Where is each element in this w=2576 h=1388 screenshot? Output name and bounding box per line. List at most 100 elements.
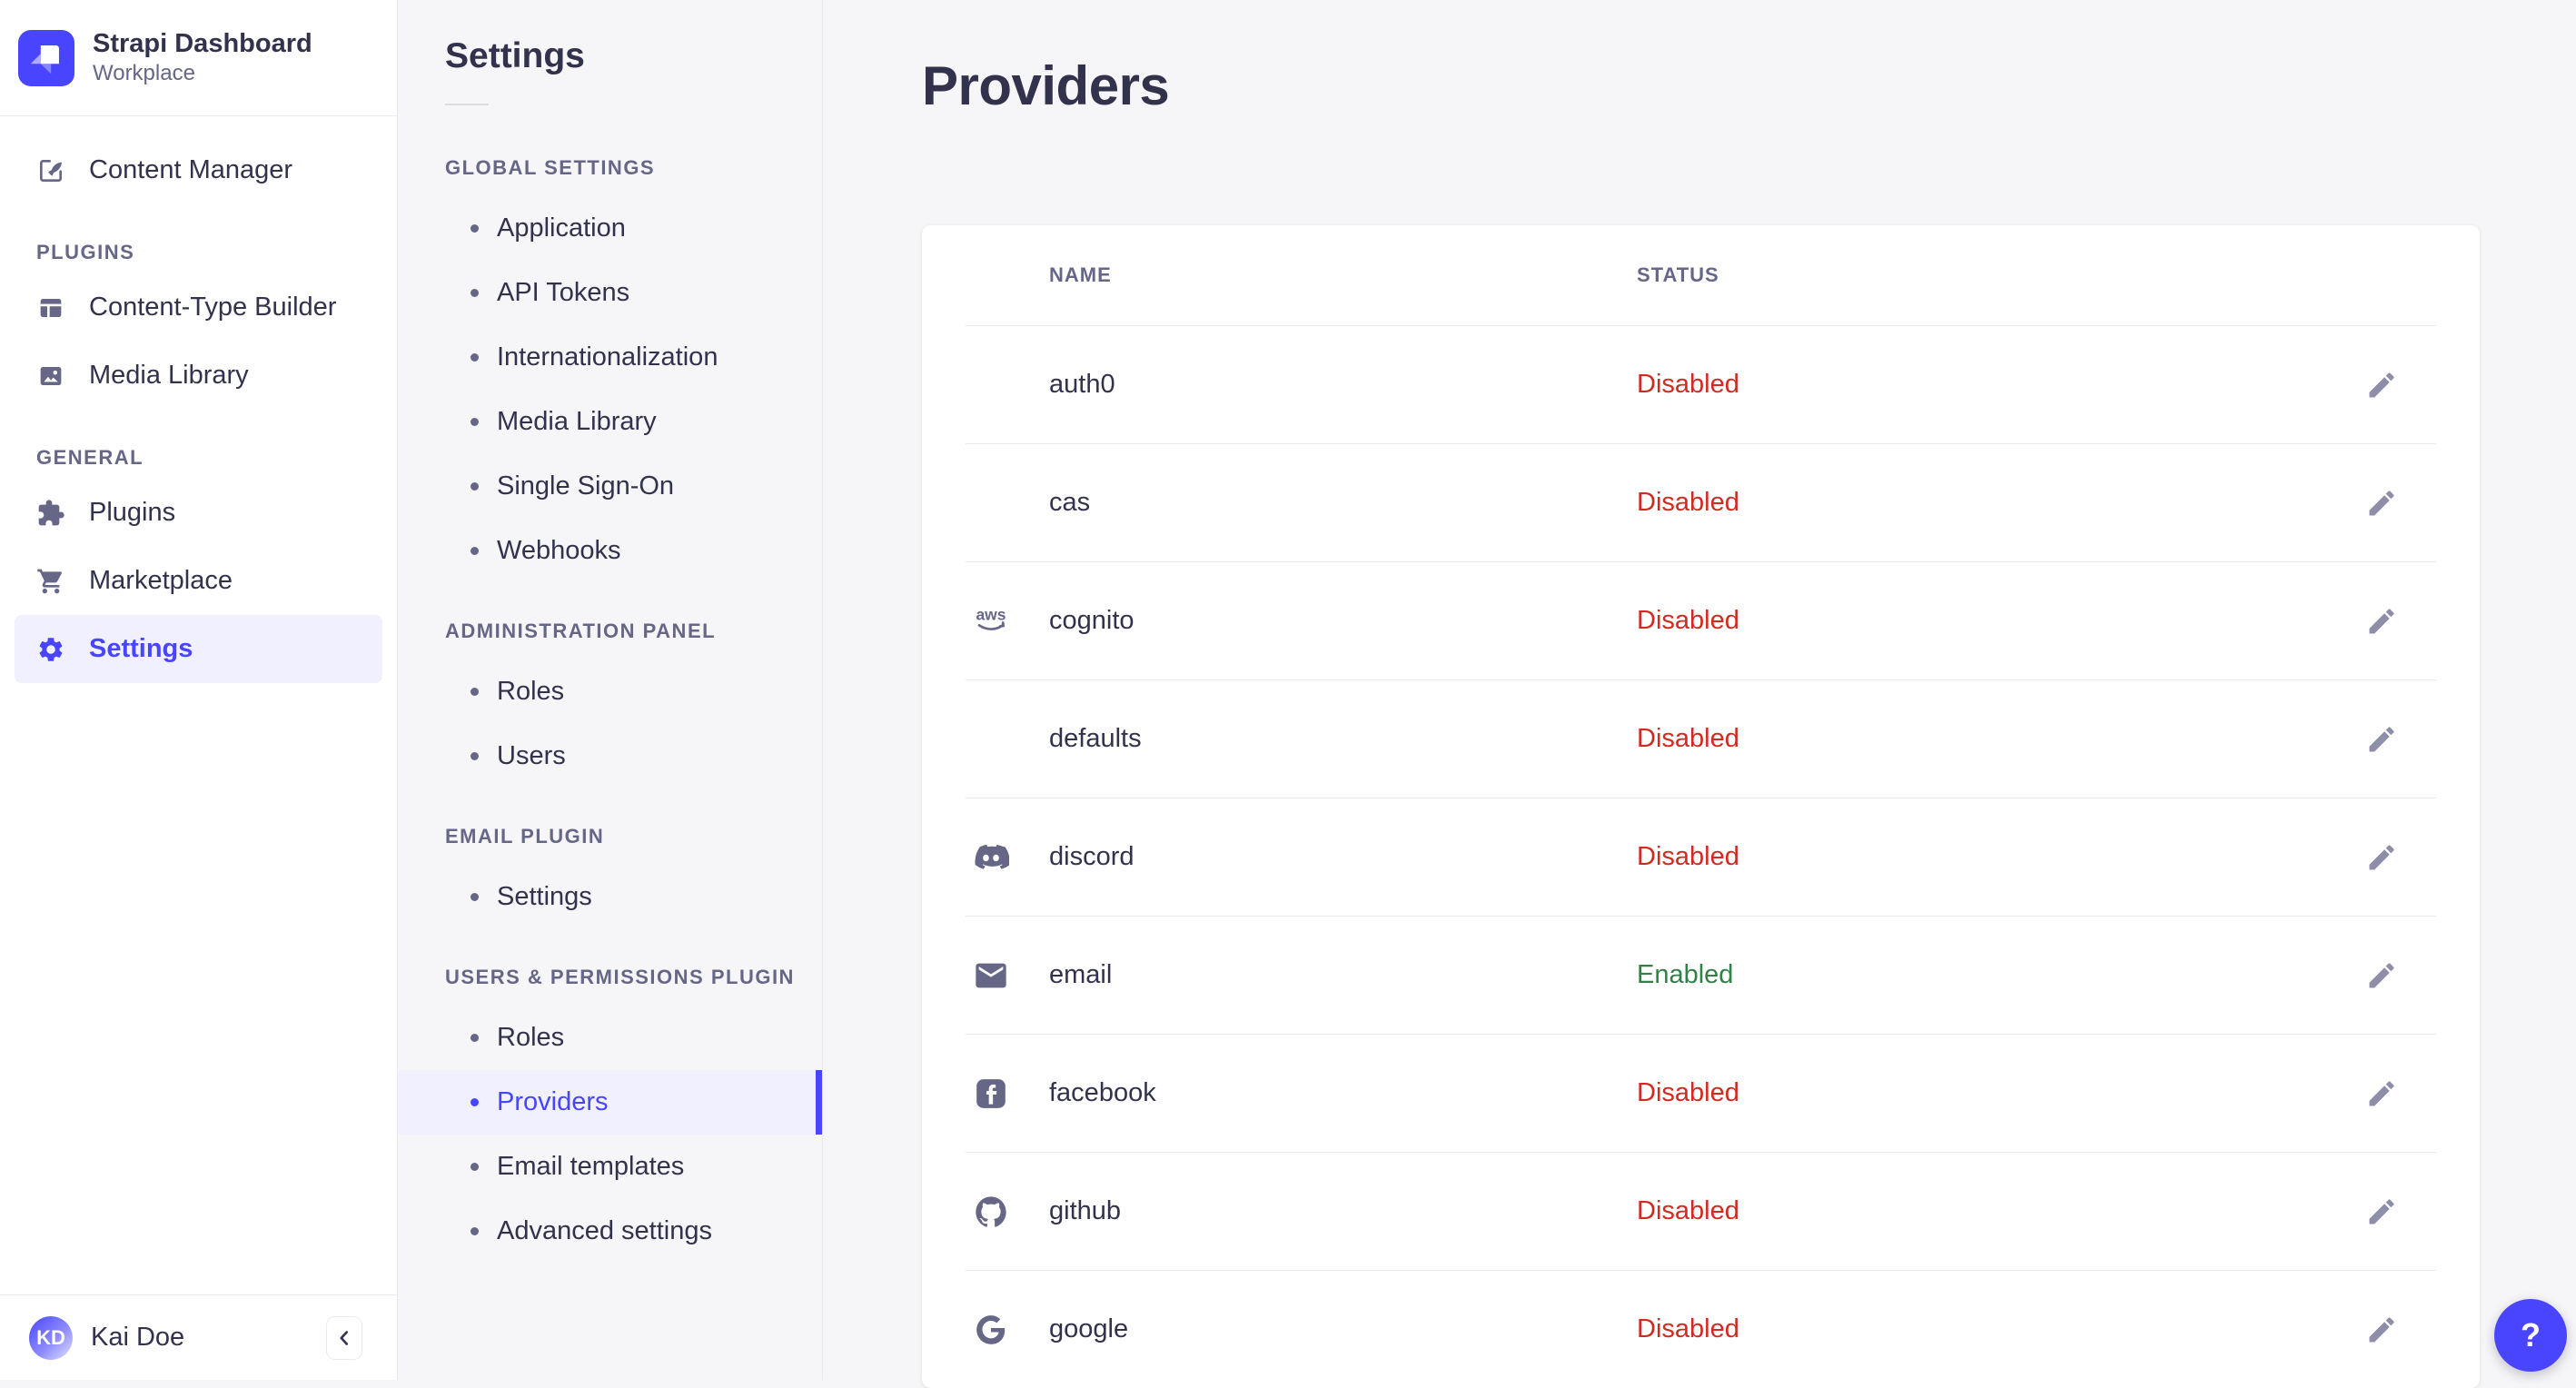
settings-section-header: EMAIL PLUGIN <box>445 825 822 848</box>
edit-provider-button[interactable] <box>2362 483 2402 523</box>
edit-provider-button[interactable] <box>2362 1074 2402 1114</box>
table-row[interactable]: google Disabled <box>966 1270 2436 1388</box>
sidebar-item-marketplace[interactable]: Marketplace <box>15 547 382 615</box>
bullet-icon <box>471 893 479 901</box>
settings-item-webhooks[interactable]: Webhooks <box>398 519 822 583</box>
provider-name: auth0 <box>1049 370 1637 400</box>
settings-item-roles[interactable]: Roles <box>398 659 822 724</box>
bullet-icon <box>471 547 479 555</box>
table-row[interactable]: email Enabled <box>966 916 2436 1034</box>
strapi-logo-icon <box>18 30 74 86</box>
settings-item-label: Application <box>497 213 626 243</box>
provider-status: Disabled <box>1637 370 2327 400</box>
page-title: Providers <box>922 55 2576 118</box>
bullet-icon <box>471 353 479 362</box>
table-row[interactable]: aws cognito Disabled <box>966 561 2436 679</box>
avatar[interactable]: KD <box>29 1316 73 1360</box>
pencil-icon <box>2362 841 2402 874</box>
edit-provider-button[interactable] <box>2362 601 2402 641</box>
settings-item-internationalization[interactable]: Internationalization <box>398 325 822 390</box>
settings-item-label: Webhooks <box>497 536 621 566</box>
settings-sidebar: Settings GLOBAL SETTINGS Application API… <box>398 0 823 1380</box>
google-icon <box>966 1312 1049 1348</box>
settings-item-settings[interactable]: Settings <box>398 865 822 929</box>
content-manager-icon <box>36 156 65 185</box>
brand[interactable]: Strapi Dashboard Workplace <box>0 0 397 116</box>
settings-item-label: Media Library <box>497 407 657 437</box>
column-header-name: NAME <box>1049 263 1637 287</box>
provider-name: email <box>1049 960 1637 990</box>
sidebar-item-content-type-builder[interactable]: Content-Type Builder <box>15 273 382 342</box>
bullet-icon <box>471 224 479 233</box>
nav-item-label: Marketplace <box>89 566 233 596</box>
pencil-icon <box>2362 487 2402 520</box>
email-icon <box>966 957 1049 994</box>
settings-item-label: Providers <box>497 1087 609 1117</box>
pencil-icon <box>2362 1314 2402 1346</box>
main-sidebar: Strapi Dashboard Workplace Content Manag… <box>0 0 398 1380</box>
table-row[interactable]: defaults Disabled <box>966 679 2436 798</box>
provider-name: cognito <box>1049 606 1637 636</box>
bullet-icon <box>471 418 479 426</box>
settings-section-header: GLOBAL SETTINGS <box>445 156 822 180</box>
sidebar-footer: KD Kai Doe <box>0 1294 397 1380</box>
edit-provider-button[interactable] <box>2362 1192 2402 1232</box>
edit-provider-button[interactable] <box>2362 956 2402 996</box>
settings-item-roles[interactable]: Roles <box>398 1006 822 1070</box>
provider-name: cas <box>1049 488 1637 518</box>
collapse-sidebar-button[interactable] <box>326 1316 362 1360</box>
settings-item-single-sign-on[interactable]: Single Sign-On <box>398 454 822 519</box>
settings-nav-title: Settings <box>445 31 822 82</box>
plugins-icon <box>36 499 65 528</box>
edit-provider-button[interactable] <box>2362 719 2402 759</box>
edit-provider-button[interactable] <box>2362 1310 2402 1350</box>
settings-item-providers[interactable]: Providers <box>398 1070 822 1135</box>
settings-item-label: Users <box>497 741 566 771</box>
settings-item-api-tokens[interactable]: API Tokens <box>398 261 822 325</box>
sidebar-item-settings[interactable]: Settings <box>15 615 382 683</box>
nav-item-label: Plugins <box>89 498 175 528</box>
media-library-icon <box>36 362 65 391</box>
bullet-icon <box>471 289 479 297</box>
nav-item-label: Content-Type Builder <box>89 292 336 322</box>
settings-item-label: Roles <box>497 1023 564 1053</box>
sidebar-item-plugins[interactable]: Plugins <box>15 479 382 547</box>
provider-status: Disabled <box>1637 606 2327 636</box>
settings-item-application[interactable]: Application <box>398 196 822 261</box>
settings-item-label: Internationalization <box>497 342 718 372</box>
provider-status: Disabled <box>1637 1078 2327 1108</box>
edit-provider-button[interactable] <box>2362 838 2402 877</box>
table-row[interactable]: auth0 Disabled <box>966 325 2436 443</box>
nav-section-header: GENERAL <box>15 446 382 470</box>
providers-table: NAME STATUS auth0 Disabled cas Disabled … <box>922 225 2480 1388</box>
provider-name: facebook <box>1049 1078 1637 1108</box>
help-button[interactable]: ? <box>2494 1299 2567 1372</box>
sidebar-item-content-manager[interactable]: Content Manager <box>15 136 382 204</box>
settings-item-label: Settings <box>497 882 592 912</box>
nav-item-label: Media Library <box>89 361 249 391</box>
pencil-icon <box>2362 369 2402 402</box>
settings-item-label: Single Sign-On <box>497 471 674 501</box>
settings-item-media-library[interactable]: Media Library <box>398 390 822 454</box>
provider-status: Disabled <box>1637 1196 2327 1226</box>
pencil-icon <box>2362 1195 2402 1228</box>
table-row[interactable]: cas Disabled <box>966 443 2436 561</box>
table-row[interactable]: discord Disabled <box>966 798 2436 916</box>
settings-item-label: Roles <box>497 677 564 707</box>
table-row[interactable]: github Disabled <box>966 1152 2436 1270</box>
provider-status: Disabled <box>1637 488 2327 518</box>
pencil-icon <box>2362 605 2402 638</box>
nav-item-label: Content Manager <box>89 155 292 185</box>
sidebar-item-media-library[interactable]: Media Library <box>15 342 382 410</box>
settings-item-email-templates[interactable]: Email templates <box>398 1135 822 1199</box>
main-content: Providers NAME STATUS auth0 Disabled cas… <box>823 0 2576 1380</box>
provider-status: Disabled <box>1637 842 2327 872</box>
table-row[interactable]: facebook Disabled <box>966 1034 2436 1152</box>
bullet-icon <box>471 1098 479 1106</box>
provider-name: github <box>1049 1196 1637 1226</box>
settings-item-advanced-settings[interactable]: Advanced settings <box>398 1199 822 1264</box>
user-name: Kai Doe <box>91 1323 184 1353</box>
edit-provider-button[interactable] <box>2362 365 2402 405</box>
github-icon <box>966 1194 1049 1230</box>
settings-item-users[interactable]: Users <box>398 724 822 788</box>
